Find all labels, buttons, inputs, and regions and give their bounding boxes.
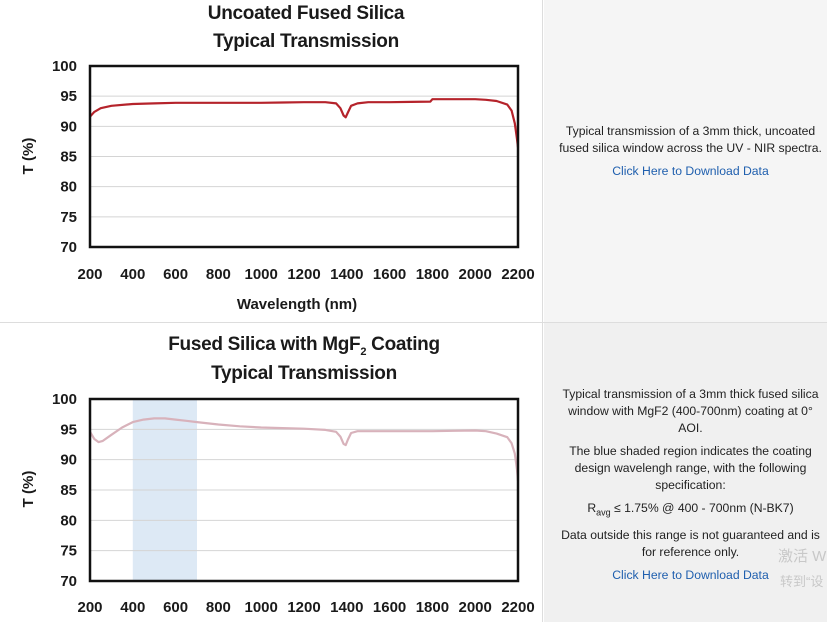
x-axis-label: Wavelength (nm) (237, 296, 357, 313)
x-tick-label: 1800 (416, 266, 449, 283)
x-tick-label: 200 (77, 266, 102, 283)
plot-frame (88, 397, 520, 583)
watermark-line1: 激活 W (778, 548, 827, 565)
x-tick-label: 600 (163, 599, 188, 616)
chart-title-line1: Uncoated Fused Silica (208, 3, 405, 24)
x-tick-label: 200 (77, 599, 102, 616)
y-tick-label: 100 (52, 58, 77, 75)
download-data-link[interactable]: Click Here to Download Data (612, 568, 769, 583)
chart-title-line2: Typical Transmission (211, 363, 397, 384)
spec-r: R (587, 501, 597, 515)
spec-text: ≤ 1.75% @ 400 - 700nm (N-BK7) (610, 501, 794, 515)
spec-subscript: avg (596, 507, 611, 518)
x-tick-label: 1600 (373, 266, 406, 283)
description-panel-mgf2: Typical transmission of a 3mm thick fuse… (544, 323, 827, 622)
uncoated-transmission-chart: Uncoated Fused Silica Typical Transmissi… (20, 3, 535, 313)
x-tick-label: 1400 (330, 599, 363, 616)
x-tick-label: 1200 (287, 599, 320, 616)
title-subscript: 2 (360, 346, 366, 358)
title-part: Coating (366, 334, 440, 355)
x-tick-label: 2200 (501, 266, 534, 283)
y-tick-label: 95 (60, 421, 77, 438)
x-tick-label: 2200 (501, 599, 534, 616)
x-tick-label: 1000 (245, 266, 278, 283)
x-tick-label: 800 (206, 599, 231, 616)
y-tick-label: 70 (60, 573, 77, 590)
x-tick-label: 400 (120, 266, 145, 283)
chart-row-mgf2: Fused Silica with MgF2 Coating Typical T… (0, 322, 827, 622)
chart-panel-uncoated: Uncoated Fused Silica Typical Transmissi… (0, 0, 543, 322)
x-tick-label: 1000 (245, 599, 278, 616)
y-tick-label: 80 (60, 512, 77, 529)
x-tick-label: 400 (120, 599, 145, 616)
y-tick-label: 95 (60, 88, 77, 105)
y-tick-label: 85 (60, 149, 77, 166)
y-axis-label: T (%) (20, 471, 37, 508)
x-tick-label: 600 (163, 266, 188, 283)
transmission-line (89, 417, 520, 481)
y-tick-label: 90 (60, 452, 77, 469)
title-part: Fused Silica with MgF (168, 334, 360, 355)
y-tick-label: 100 (52, 391, 77, 408)
description-panel-uncoated: Typical transmission of a 3mm thick, unc… (544, 0, 827, 322)
description-text: Typical transmission of a 3mm thick fuse… (562, 387, 819, 435)
x-tick-label: 1600 (373, 599, 406, 616)
chart-panel-mgf2: Fused Silica with MgF2 Coating Typical T… (0, 323, 543, 622)
shaded-region-note: The blue shaded region indicates the coa… (569, 444, 812, 492)
x-tick-label: 1800 (416, 599, 449, 616)
description-text: Typical transmission of a 3mm thick, unc… (559, 124, 822, 155)
x-tick-label: 800 (206, 266, 231, 283)
download-data-link[interactable]: Click Here to Download Data (612, 164, 769, 178)
y-tick-label: 75 (60, 209, 77, 226)
x-tick-label: 2000 (459, 266, 492, 283)
y-tick-label: 85 (60, 482, 77, 499)
y-axis-label: T (%) (20, 138, 37, 175)
y-tick-label: 75 (60, 543, 77, 560)
chart-title-line1: Fused Silica with MgF2 Coating (168, 334, 440, 358)
disclaimer-text: Data outside this range is not guarantee… (561, 528, 820, 560)
chart-row-uncoated: Uncoated Fused Silica Typical Transmissi… (0, 0, 827, 322)
x-tick-label: 1400 (330, 266, 363, 283)
transmission-line (89, 98, 520, 148)
y-tick-label: 70 (60, 239, 77, 256)
y-tick-label: 80 (60, 179, 77, 196)
y-tick-label: 90 (60, 118, 77, 135)
coating-specification: Ravg ≤ 1.75% @ 400 - 700nm (N-BK7) (558, 500, 823, 521)
chart-title-line2: Typical Transmission (213, 31, 399, 52)
mgf2-transmission-chart: Fused Silica with MgF2 Coating Typical T… (20, 334, 535, 616)
x-tick-label: 2000 (459, 599, 492, 616)
watermark-line2: 转到“设 (780, 574, 824, 589)
x-tick-label: 1200 (287, 266, 320, 283)
plot-frame (88, 64, 520, 249)
